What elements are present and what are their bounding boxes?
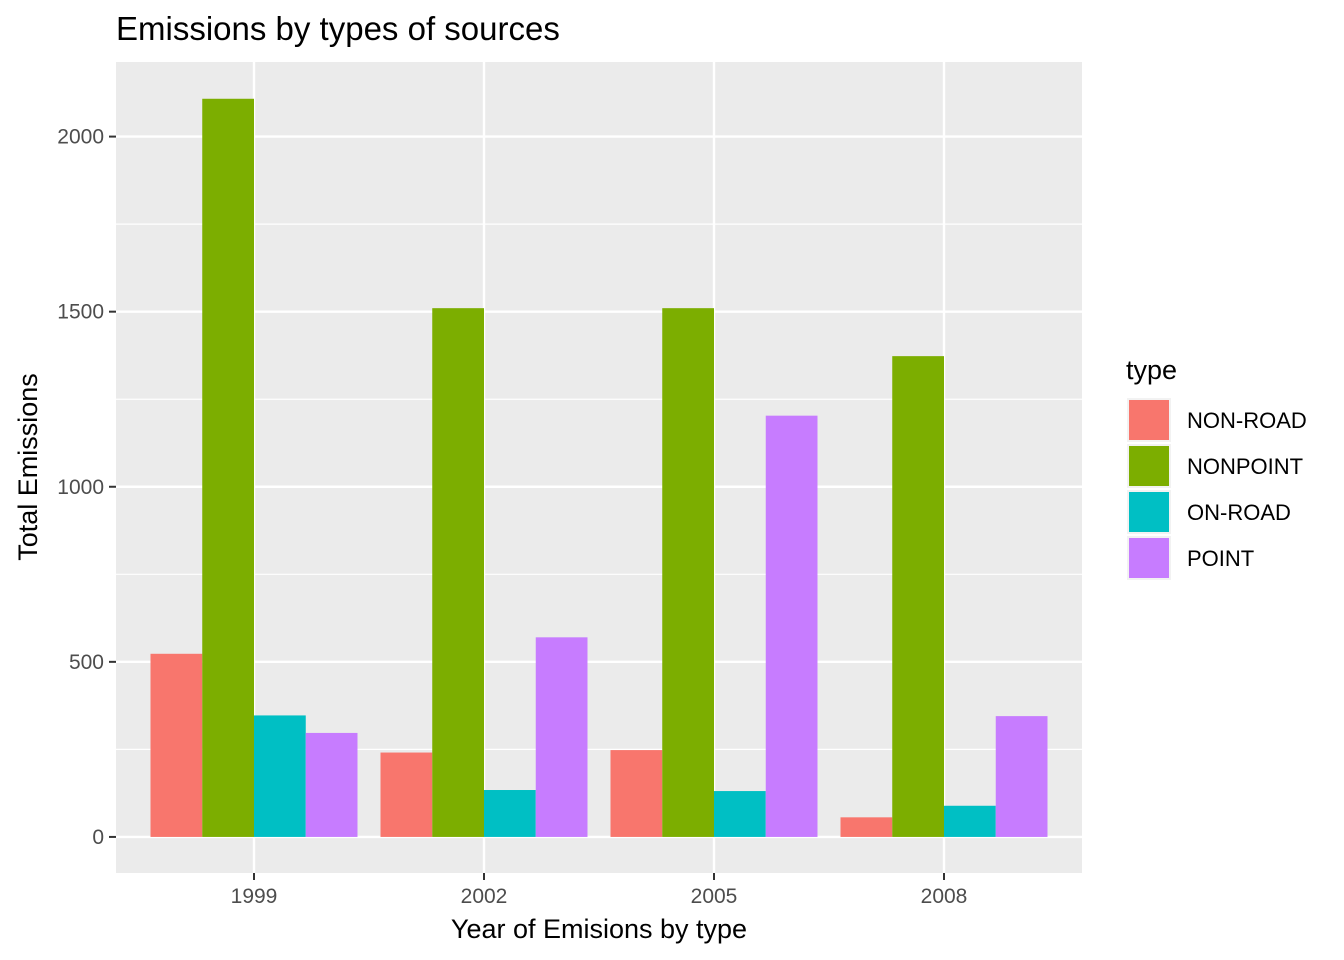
chart-title: Emissions by types of sources <box>116 10 560 47</box>
bar-point-2008 <box>995 716 1048 837</box>
bar-nonpoint-2008 <box>892 356 944 837</box>
legend-swatch-on-road <box>1129 492 1169 532</box>
bar-nonpoint-2002 <box>432 308 484 837</box>
x-tick-label: 2002 <box>461 885 508 908</box>
y-axis-title: Total Emissions <box>13 373 43 561</box>
x-axis-title: Year of Emisions by type <box>451 914 747 944</box>
y-axis: 0 500 1000 1500 2000 <box>57 126 116 849</box>
bar-nonpoint-1999 <box>202 98 254 837</box>
x-tick-label: 1999 <box>231 885 278 908</box>
y-tick-label: 2000 <box>57 126 104 149</box>
bar-point-2002 <box>535 637 588 837</box>
bar-nonpoint-2005 <box>662 308 714 837</box>
bar-on-road-2005 <box>714 791 766 837</box>
legend: type NON-ROAD NONPOINT ON-ROAD POINT <box>1126 355 1307 580</box>
y-tick-label: 1000 <box>57 476 104 499</box>
bar-non-road-2008 <box>840 817 893 837</box>
bar-on-road-2002 <box>484 790 536 837</box>
bar-non-road-2002 <box>380 752 433 837</box>
legend-swatch-point <box>1129 538 1169 578</box>
x-tick-label: 2008 <box>921 885 968 908</box>
legend-label-non-road: NON-ROAD <box>1187 408 1307 433</box>
legend-title: type <box>1126 355 1177 385</box>
legend-swatch-non-road <box>1129 400 1169 440</box>
y-tick-label: 500 <box>69 651 104 674</box>
bars <box>150 98 1048 837</box>
legend-label-on-road: ON-ROAD <box>1187 500 1291 525</box>
bar-on-road-2008 <box>944 805 996 837</box>
legend-label-nonpoint: NONPOINT <box>1187 454 1303 479</box>
y-tick-label: 0 <box>92 826 104 849</box>
x-axis: 1999 2002 2005 2008 <box>231 873 968 908</box>
legend-label-point: POINT <box>1187 546 1254 571</box>
x-tick-label: 2005 <box>691 885 738 908</box>
bar-non-road-1999 <box>150 653 203 837</box>
y-tick-label: 1500 <box>57 301 104 324</box>
bar-point-1999 <box>305 732 358 837</box>
legend-swatch-nonpoint <box>1129 446 1169 486</box>
bar-non-road-2005 <box>610 750 663 837</box>
bar-on-road-1999 <box>254 715 306 837</box>
bar-point-2005 <box>765 415 818 837</box>
